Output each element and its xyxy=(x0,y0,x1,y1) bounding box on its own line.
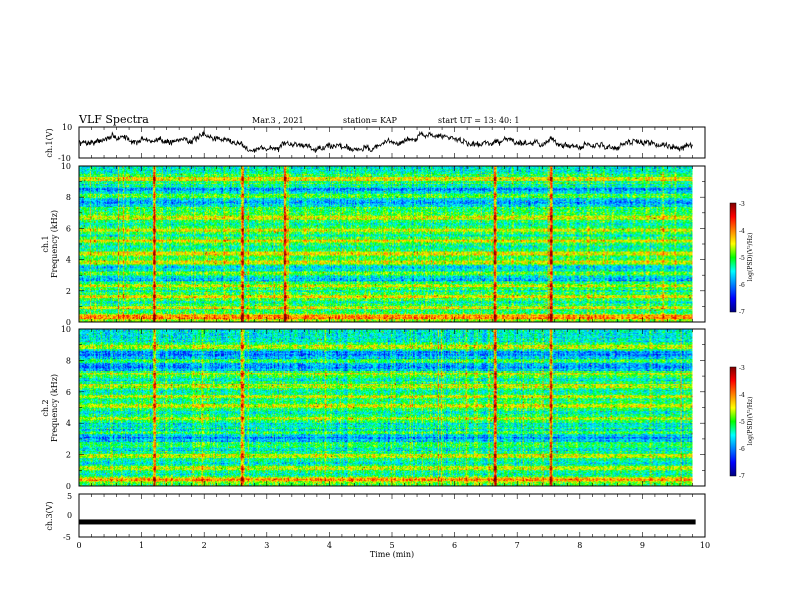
station-label: station= KAP xyxy=(343,116,398,125)
frequency-tick-label: 0 xyxy=(66,482,71,491)
frequency-tick-label: 8 xyxy=(66,356,71,365)
ch2-colorbar: -3 -4 -5 -6 -7 log(PSD)(V²/Hz) xyxy=(729,365,754,480)
ch2-frequency-ylabel: Frequency (kHz) xyxy=(50,374,59,442)
frequency-tick-label: 6 xyxy=(66,224,71,233)
ch1-cbar-tick-m6: -6 xyxy=(739,282,745,289)
ch1-cbar-tick-m5: -5 xyxy=(739,255,745,262)
start-time-label: start UT = 13: 40: 1 xyxy=(438,116,519,125)
ch1-cbar-tick-m7: -7 xyxy=(739,309,745,316)
ch2-frequency-ticks: 0 2 4 6 8 10 xyxy=(61,325,705,491)
time-tick-label: 10 xyxy=(700,541,710,550)
ch2-spectrogram-panel: 0 2 4 6 8 10 ch.2 Frequency (kHz) xyxy=(41,325,706,491)
time-axis-tick-labels: 0 1 2 3 4 5 6 7 8 9 10 xyxy=(76,541,710,550)
figure-title: VLF Spectra xyxy=(78,113,149,126)
frequency-tick-label: 10 xyxy=(61,162,71,171)
time-tick-label: 2 xyxy=(202,541,207,550)
ch2-cbar-tick-m6: -6 xyxy=(739,446,745,453)
time-axis-label: Time (min) xyxy=(370,550,414,559)
time-tick-label: 1 xyxy=(139,541,144,550)
ch3-voltage-xticks xyxy=(78,494,706,537)
time-tick-label: 0 xyxy=(76,541,81,550)
ch1-cbar-tick-m3: -3 xyxy=(739,201,745,208)
ch3-ytick-mid: 0 xyxy=(67,511,72,520)
ch1-colorbar-label: log(PSD)(V²/Hz) xyxy=(747,233,754,282)
ch3-voltage-panel: 5 0 -5 ch.3(V) 0 1 2 3 4 5 6 7 8 9 10 Time (min) xyxy=(45,492,710,559)
ch1-colorbar: -3 -4 -5 -6 -7 log(PSD)(V²/Hz) xyxy=(729,201,754,316)
ch2-colorbar-label: log(PSD)(V²/Hz) xyxy=(747,397,754,446)
ch3-voltage-ylabel: ch.3(V) xyxy=(45,501,54,530)
time-tick-label: 3 xyxy=(264,541,269,550)
ch1-voltage-xticks xyxy=(78,127,706,158)
ch1-colorbar-gradient xyxy=(729,202,737,313)
frequency-tick-label: 0 xyxy=(66,318,71,327)
ch3-voltage-frame xyxy=(78,493,706,538)
date-label: Mar.3 , 2021 xyxy=(252,116,304,125)
ch1-spectrogram-panel: 0 2 4 6 8 10 ch.1 Frequency (kHz) xyxy=(41,162,706,327)
time-tick-label: 7 xyxy=(515,541,520,550)
ch2-cbar-tick-m4: -4 xyxy=(739,392,745,399)
ch1-frequency-ticks: 0 2 4 6 8 10 xyxy=(61,162,705,327)
time-tick-label: 8 xyxy=(577,541,582,550)
frequency-tick-label: 2 xyxy=(66,451,71,460)
ch3-ytick-bottom: -5 xyxy=(63,533,71,542)
ch3-ytick-top: 5 xyxy=(67,492,72,501)
frequency-tick-label: 8 xyxy=(66,193,71,202)
ch1-ytick-bottom: -10 xyxy=(58,154,71,163)
ch2-cbar-tick-m3: -3 xyxy=(739,365,745,372)
ch3-voltage-trace xyxy=(79,519,696,525)
ch2-cbar-tick-m5: -5 xyxy=(739,419,745,426)
ch1-ytick-top: 10 xyxy=(62,123,72,132)
ch1-spectrogram-xticks xyxy=(78,166,706,322)
ch1-channel-label: ch.1 xyxy=(41,235,50,252)
ch1-frequency-ylabel: Frequency (kHz) xyxy=(50,210,59,278)
frequency-tick-label: 2 xyxy=(66,287,71,296)
frequency-tick-label: 10 xyxy=(61,325,71,334)
ch2-spectrogram-xticks xyxy=(78,329,706,486)
ch1-voltage-trace xyxy=(78,130,693,153)
frequency-tick-label: 4 xyxy=(66,256,71,265)
ch1-cbar-tick-m4: -4 xyxy=(739,228,745,235)
ch2-channel-label: ch.2 xyxy=(41,399,50,416)
time-tick-label: 9 xyxy=(640,541,645,550)
frequency-tick-label: 6 xyxy=(66,388,71,397)
ch2-colorbar-gradient xyxy=(729,366,737,477)
time-tick-label: 4 xyxy=(327,541,332,550)
time-tick-label: 6 xyxy=(452,541,457,550)
ch1-voltage-panel: 10 -10 ch.1(V) xyxy=(45,123,706,163)
ch1-spectrogram-image xyxy=(79,166,693,322)
time-tick-label: 5 xyxy=(389,541,394,550)
ch1-voltage-ylabel: ch.1(V) xyxy=(45,128,54,157)
frequency-tick-label: 4 xyxy=(66,419,71,428)
ch2-spectrogram-image xyxy=(79,329,693,486)
ch2-cbar-tick-m7: -7 xyxy=(739,473,745,480)
